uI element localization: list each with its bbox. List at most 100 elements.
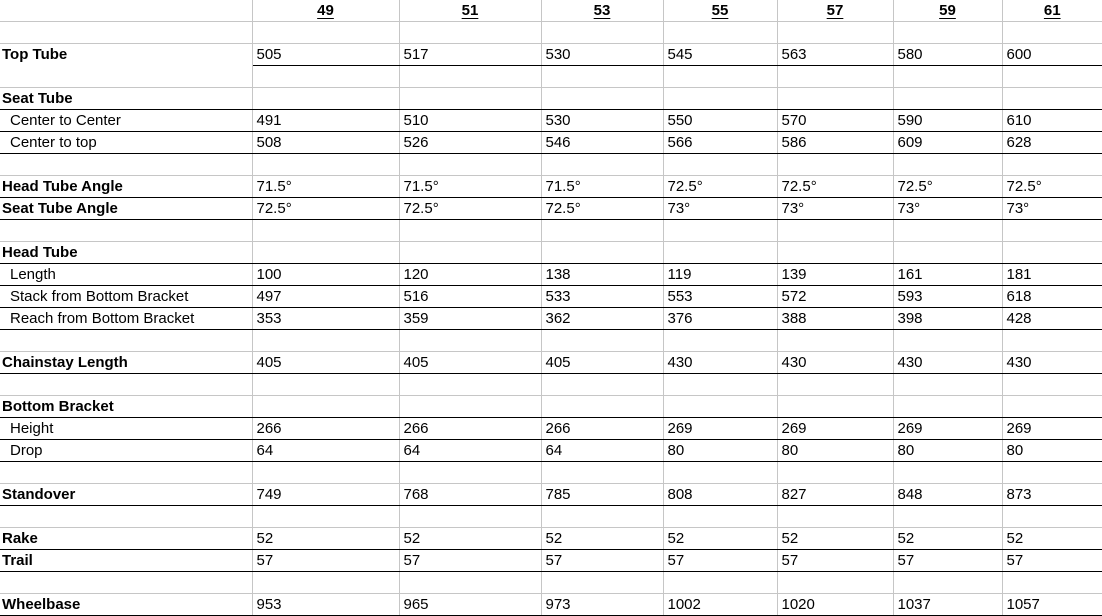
cell-wheelbase-57: 1020	[777, 593, 894, 616]
cell-chainstay-length-59: 430	[893, 351, 1003, 374]
row-drop: Drop 64 64 64 80 80 80 80	[0, 439, 1102, 462]
row-label-chainstay-length: Chainstay Length	[0, 351, 253, 374]
corner-cell	[0, 0, 253, 22]
spacer-cell	[1002, 219, 1102, 242]
spacer-row	[0, 461, 1102, 484]
cell-chainstay-length-51: 405	[399, 351, 542, 374]
cell-drop-59: 80	[893, 439, 1003, 462]
row-trail: Trail 57 57 57 57 57 57 57	[0, 549, 1102, 572]
cell-bottom-bracket-49	[252, 395, 400, 418]
cell-head-tube-61	[1002, 241, 1102, 264]
cell-seat-tube-angle-61: 73°	[1002, 197, 1102, 220]
cell-head-tube-59	[893, 241, 1003, 264]
spacer-cell	[1002, 21, 1102, 44]
spacer-cell	[541, 65, 664, 88]
size-column-header-61: 61	[1002, 0, 1102, 22]
cell-standover-57: 827	[777, 483, 894, 506]
spacer-cell	[0, 65, 253, 88]
cell-wheelbase-61: 1057	[1002, 593, 1102, 616]
cell-seat-tube-angle-51: 72.5°	[399, 197, 542, 220]
spacer-row	[0, 21, 1102, 44]
cell-wheelbase-51: 965	[399, 593, 542, 616]
row-wheelbase: Wheelbase 953 965 973 1002 1020 1037 1057	[0, 593, 1102, 616]
cell-seat-tube-61	[1002, 87, 1102, 110]
spacer-cell	[663, 65, 778, 88]
spacer-row	[0, 505, 1102, 528]
cell-drop-49: 64	[252, 439, 400, 462]
cell-length-57: 139	[777, 263, 894, 286]
spacer-cell	[1002, 329, 1102, 352]
cell-head-tube-55	[663, 241, 778, 264]
spacer-row	[0, 571, 1102, 594]
cell-reach-from-bottom-bracket-51: 359	[399, 307, 542, 330]
cell-seat-tube-49	[252, 87, 400, 110]
spacer-row	[0, 153, 1102, 176]
cell-reach-from-bottom-bracket-53: 362	[541, 307, 664, 330]
cell-reach-from-bottom-bracket-49: 353	[252, 307, 400, 330]
cell-trail-49: 57	[252, 549, 400, 572]
cell-chainstay-length-61: 430	[1002, 351, 1102, 374]
cell-top-tube-61: 600	[1002, 43, 1102, 66]
cell-stack-from-bottom-bracket-55: 553	[663, 285, 778, 308]
spacer-cell	[399, 373, 542, 396]
cell-head-tube-angle-49: 71.5°	[252, 175, 400, 198]
spacer-cell	[893, 21, 1003, 44]
spacer-row	[0, 329, 1102, 352]
cell-height-55: 269	[663, 417, 778, 440]
size-column-header-49: 49	[252, 0, 400, 22]
spacer-cell	[541, 461, 664, 484]
cell-seat-tube-angle-55: 73°	[663, 197, 778, 220]
spacer-cell	[893, 329, 1003, 352]
cell-head-tube-angle-61: 72.5°	[1002, 175, 1102, 198]
spacer-cell	[777, 505, 894, 528]
spacer-row	[0, 219, 1102, 242]
cell-length-59: 161	[893, 263, 1003, 286]
spacer-cell	[0, 571, 253, 594]
cell-seat-tube-angle-53: 72.5°	[541, 197, 664, 220]
spacer-cell	[541, 571, 664, 594]
cell-rake-61: 52	[1002, 527, 1102, 550]
cell-top-tube-57: 563	[777, 43, 894, 66]
cell-chainstay-length-53: 405	[541, 351, 664, 374]
cell-head-tube-57	[777, 241, 894, 264]
cell-reach-from-bottom-bracket-61: 428	[1002, 307, 1102, 330]
spacer-cell	[252, 461, 400, 484]
spacer-cell	[663, 461, 778, 484]
cell-center-to-center-51: 510	[399, 109, 542, 132]
row-label-seat-tube-angle: Seat Tube Angle	[0, 197, 253, 220]
cell-stack-from-bottom-bracket-59: 593	[893, 285, 1003, 308]
cell-head-tube-angle-55: 72.5°	[663, 175, 778, 198]
cell-center-to-top-59: 609	[893, 131, 1003, 154]
spacer-cell	[541, 373, 664, 396]
spacer-cell	[1002, 505, 1102, 528]
row-label-height: Height	[0, 417, 253, 440]
row-label-rake: Rake	[0, 527, 253, 550]
spacer-cell	[1002, 461, 1102, 484]
spacer-cell	[893, 219, 1003, 242]
spacer-cell	[663, 571, 778, 594]
cell-seat-tube-51	[399, 87, 542, 110]
cell-stack-from-bottom-bracket-61: 618	[1002, 285, 1102, 308]
spacer-cell	[399, 153, 542, 176]
cell-rake-53: 52	[541, 527, 664, 550]
cell-reach-from-bottom-bracket-55: 376	[663, 307, 778, 330]
spacer-cell	[663, 21, 778, 44]
cell-bottom-bracket-51	[399, 395, 542, 418]
row-top-tube: Top Tube 505 517 530 545 563 580 600	[0, 43, 1102, 66]
cell-standover-49: 749	[252, 483, 400, 506]
spacer-row	[0, 65, 1102, 88]
spacer-cell	[252, 21, 400, 44]
cell-standover-53: 785	[541, 483, 664, 506]
cell-head-tube-angle-51: 71.5°	[399, 175, 542, 198]
cell-seat-tube-angle-49: 72.5°	[252, 197, 400, 220]
cell-center-to-top-55: 566	[663, 131, 778, 154]
spacer-cell	[541, 21, 664, 44]
row-bottom-bracket: Bottom Bracket	[0, 395, 1102, 418]
cell-center-to-center-49: 491	[252, 109, 400, 132]
cell-head-tube-angle-57: 72.5°	[777, 175, 894, 198]
row-label-wheelbase: Wheelbase	[0, 593, 253, 616]
cell-bottom-bracket-55	[663, 395, 778, 418]
cell-trail-55: 57	[663, 549, 778, 572]
spacer-cell	[663, 329, 778, 352]
cell-stack-from-bottom-bracket-49: 497	[252, 285, 400, 308]
